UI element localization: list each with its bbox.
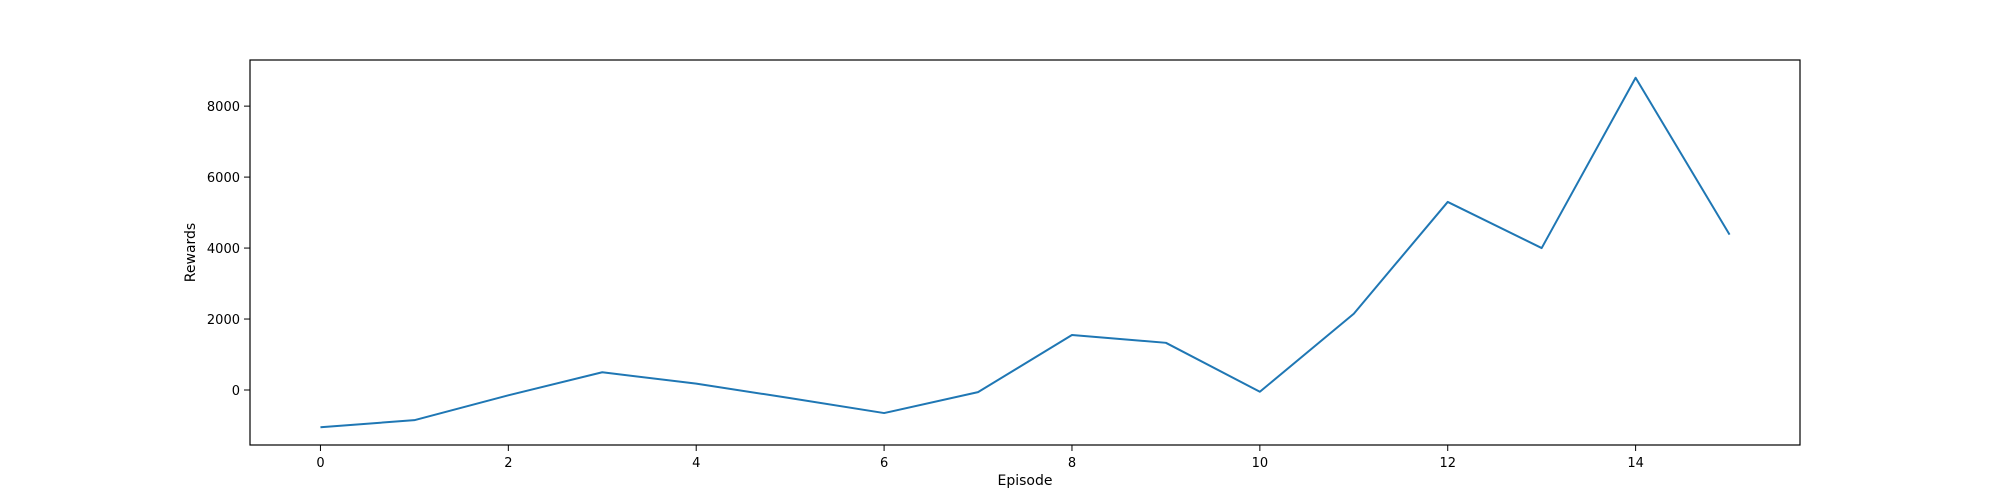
y-tick-label: 4000 <box>207 242 240 257</box>
x-tick-label: 12 <box>1439 456 1456 471</box>
x-tick-label: 8 <box>1068 456 1076 471</box>
y-axis-label: Rewards <box>183 223 199 282</box>
y-tick-label: 2000 <box>207 313 240 328</box>
x-axis-label: Episode <box>998 473 1053 489</box>
x-tick-label: 2 <box>504 456 512 471</box>
x-tick-label: 4 <box>692 456 700 471</box>
series-line-0 <box>320 78 1729 428</box>
plot-frame <box>250 60 1800 445</box>
x-tick-label: 14 <box>1627 456 1644 471</box>
x-tick-label: 0 <box>316 456 324 471</box>
y-tick-label: 8000 <box>207 100 240 115</box>
y-tick-label: 0 <box>232 384 240 399</box>
x-tick-label: 6 <box>880 456 888 471</box>
axes-layer: 0 2 4 6 8 10 12 14 0 2000 4000 6000 8000 <box>207 60 1800 471</box>
x-tick-label: 10 <box>1252 456 1269 471</box>
plot-layer <box>320 78 1729 428</box>
y-tick-label: 6000 <box>207 171 240 186</box>
